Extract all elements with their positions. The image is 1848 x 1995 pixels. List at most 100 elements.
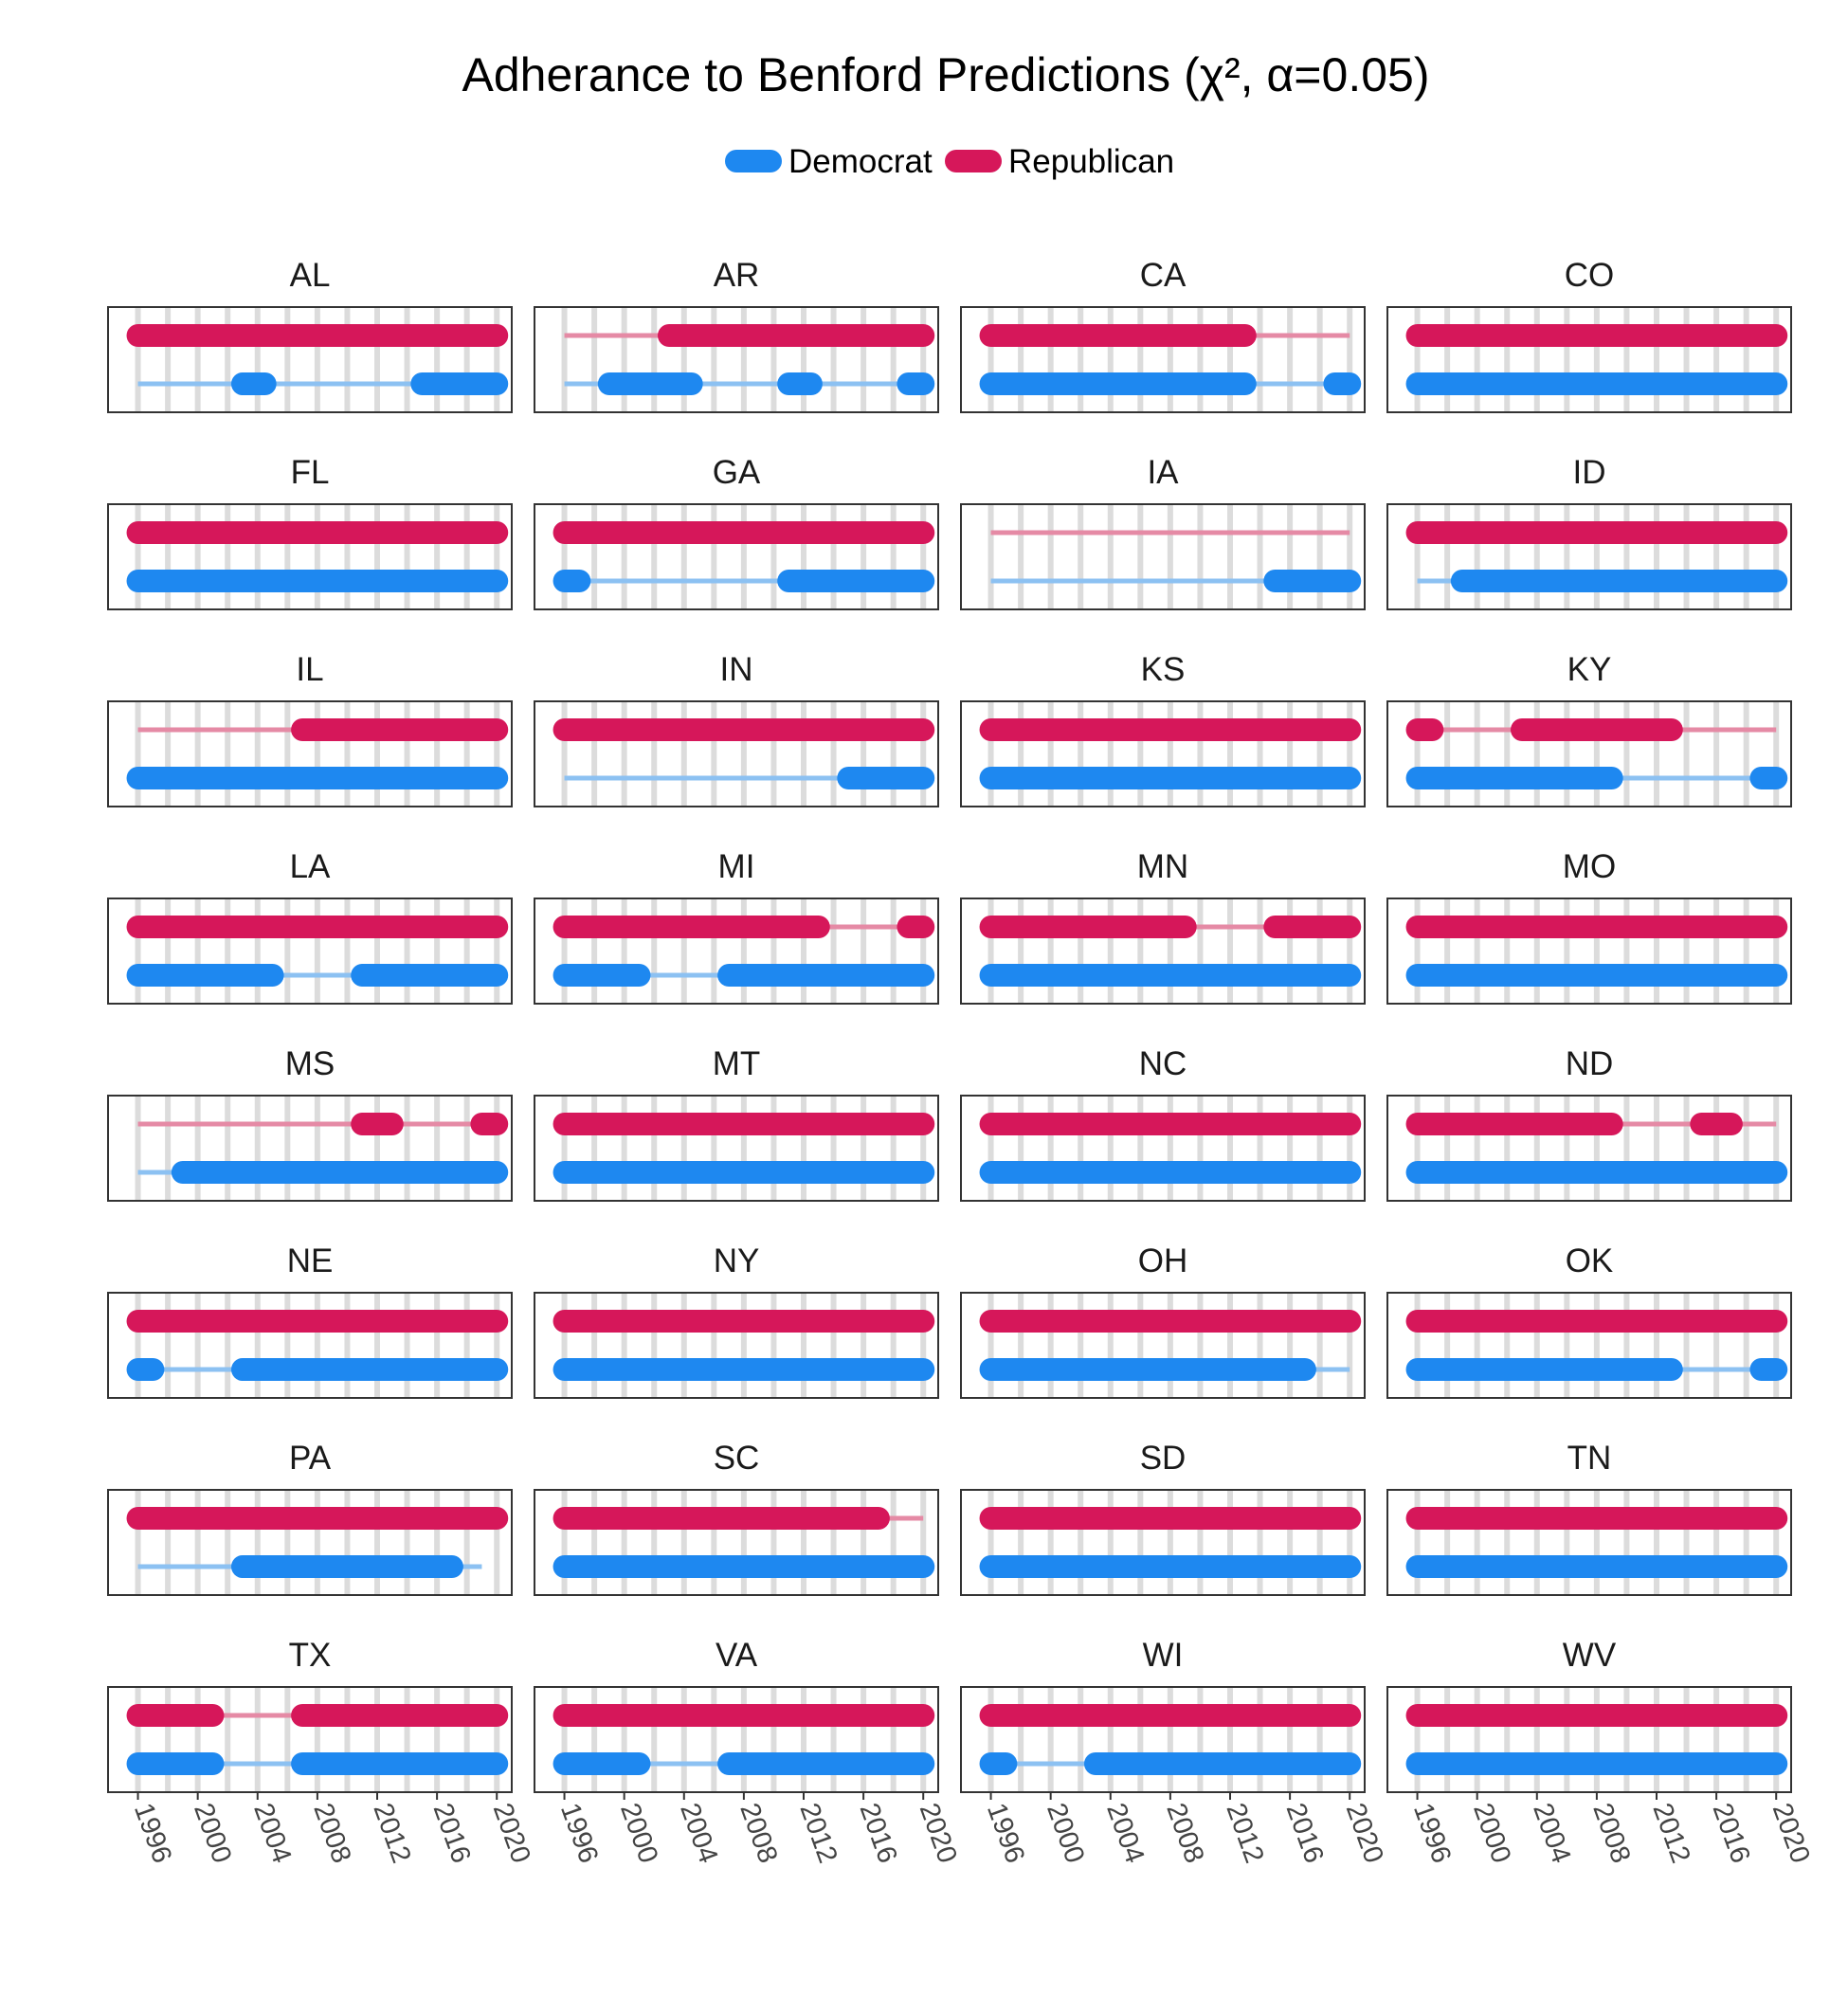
panel-title-AR: AR	[714, 257, 760, 294]
x-tick-label-2000: 2000	[614, 1799, 663, 1867]
x-tick-label-2008: 2008	[1586, 1799, 1636, 1867]
panel-title-PA: PA	[289, 1440, 332, 1477]
panel-border	[960, 1489, 1366, 1596]
panel-ID: ID	[1386, 454, 1792, 610]
panel-title-SC: SC	[714, 1440, 760, 1477]
panel-AR: AR	[534, 257, 939, 413]
panel-border	[534, 1292, 939, 1399]
panel-border	[107, 1292, 513, 1399]
x-tick-label-1996: 1996	[1407, 1799, 1457, 1867]
panel-border	[1386, 1095, 1792, 1202]
x-tick-label-2020: 2020	[1340, 1799, 1389, 1867]
panel-border	[1386, 1292, 1792, 1399]
panel-border	[960, 1095, 1366, 1202]
panel-border	[1386, 898, 1792, 1005]
x-tick-label-1996: 1996	[981, 1799, 1030, 1867]
panel-IA: IA	[960, 454, 1366, 610]
panel-IL: IL	[107, 651, 513, 807]
panel-border	[107, 1686, 513, 1793]
x-tick-label-2016: 2016	[854, 1799, 903, 1867]
x-tick-label-2000: 2000	[188, 1799, 237, 1867]
panel-title-TX: TX	[289, 1637, 332, 1674]
x-tick-label-2004: 2004	[1527, 1799, 1576, 1867]
panel-border	[534, 1489, 939, 1596]
panel-KY: KY	[1386, 651, 1792, 807]
panel-PA: PA	[107, 1440, 513, 1596]
panel-border	[107, 1095, 513, 1202]
panel-ND: ND	[1386, 1045, 1792, 1202]
panel-border	[1386, 1686, 1792, 1793]
x-tick-label-2012: 2012	[793, 1799, 842, 1867]
panel-SC: SC	[534, 1440, 939, 1596]
panel-border	[107, 306, 513, 413]
x-tick-label-2000: 2000	[1041, 1799, 1090, 1867]
panel-border	[534, 1095, 939, 1202]
panel-LA: LA	[107, 848, 513, 1005]
panel-title-NC: NC	[1139, 1045, 1187, 1082]
legend-label-republican: Republican	[1008, 143, 1174, 180]
panel-title-ID: ID	[1573, 454, 1606, 491]
panel-title-KS: KS	[1141, 651, 1186, 688]
panel-border	[1386, 700, 1792, 807]
panel-TN: TN	[1386, 1440, 1792, 1596]
x-tick-label-2016: 2016	[427, 1799, 477, 1867]
panel-border	[107, 898, 513, 1005]
x-tick-label-2020: 2020	[487, 1799, 536, 1867]
panel-title-IN: IN	[720, 651, 753, 688]
x-tick-label-2016: 2016	[1707, 1799, 1756, 1867]
x-tick-label-2020: 2020	[1766, 1799, 1816, 1867]
panel-title-MS: MS	[285, 1045, 335, 1082]
panel-title-IL: IL	[296, 651, 323, 688]
chart-title: Adherance to Benford Predictions (χ², α=…	[462, 48, 1430, 101]
panel-OK: OK	[1386, 1242, 1792, 1399]
panel-border	[107, 700, 513, 807]
panel-GA: GA	[534, 454, 939, 610]
panel-title-WV: WV	[1563, 1637, 1617, 1674]
x-tick-label-2008: 2008	[307, 1799, 356, 1867]
panel-WV: WV 1996 2000 2004 2008 2012 2016 2020	[1386, 1637, 1816, 1867]
panels: AL AR CA CO FL GA IA ID IL IN KS KY LA MI MN MO MS MT NC ND…	[107, 257, 1816, 1867]
panel-WI: WI 1996 2000 2004 2008 2012 2016 2020	[960, 1637, 1389, 1867]
panel-border	[1386, 1489, 1792, 1596]
panel-border	[1386, 306, 1792, 413]
x-tick-label-2004: 2004	[247, 1799, 297, 1867]
x-tick-label-2004: 2004	[1100, 1799, 1150, 1867]
panel-title-OH: OH	[1138, 1242, 1188, 1279]
panel-border	[960, 306, 1366, 413]
panel-VA: VA 1996 2000 2004 2008 2012 2016 2020	[534, 1637, 963, 1867]
x-tick-label-2016: 2016	[1280, 1799, 1330, 1867]
panel-IN: IN	[534, 651, 939, 807]
panel-border	[960, 1686, 1366, 1793]
panel-border	[960, 700, 1366, 807]
panel-OH: OH	[960, 1242, 1366, 1399]
panel-title-FL: FL	[291, 454, 330, 491]
panel-border	[960, 1292, 1366, 1399]
panel-NY: NY	[534, 1242, 939, 1399]
panel-title-TN: TN	[1567, 1440, 1612, 1477]
panel-MI: MI	[534, 848, 939, 1005]
x-tick-label-1996: 1996	[128, 1799, 177, 1867]
panel-title-LA: LA	[290, 848, 331, 885]
panel-TX: TX 1996 2000 2004 2008 2012 2016 2020	[107, 1637, 536, 1867]
panel-border	[534, 503, 939, 610]
panel-NE: NE	[107, 1242, 513, 1399]
x-tick-label-2008: 2008	[1160, 1799, 1209, 1867]
panel-border	[534, 306, 939, 413]
legend-label-democrat: Democrat	[788, 143, 933, 180]
panel-AL: AL	[107, 257, 513, 413]
x-tick-label-2012: 2012	[1220, 1799, 1269, 1867]
x-tick-label-2008: 2008	[734, 1799, 783, 1867]
panel-border	[107, 503, 513, 610]
panel-title-NE: NE	[287, 1242, 334, 1279]
panel-border	[1386, 503, 1792, 610]
panel-title-AL: AL	[290, 257, 331, 294]
panel-border	[534, 700, 939, 807]
panel-MS: MS	[107, 1045, 513, 1202]
panel-title-MN: MN	[1137, 848, 1188, 885]
panel-title-MI: MI	[718, 848, 755, 885]
x-tick-label-2020: 2020	[914, 1799, 963, 1867]
panel-title-MO: MO	[1563, 848, 1616, 885]
panel-border	[960, 503, 1366, 610]
x-tick-label-2000: 2000	[1467, 1799, 1516, 1867]
